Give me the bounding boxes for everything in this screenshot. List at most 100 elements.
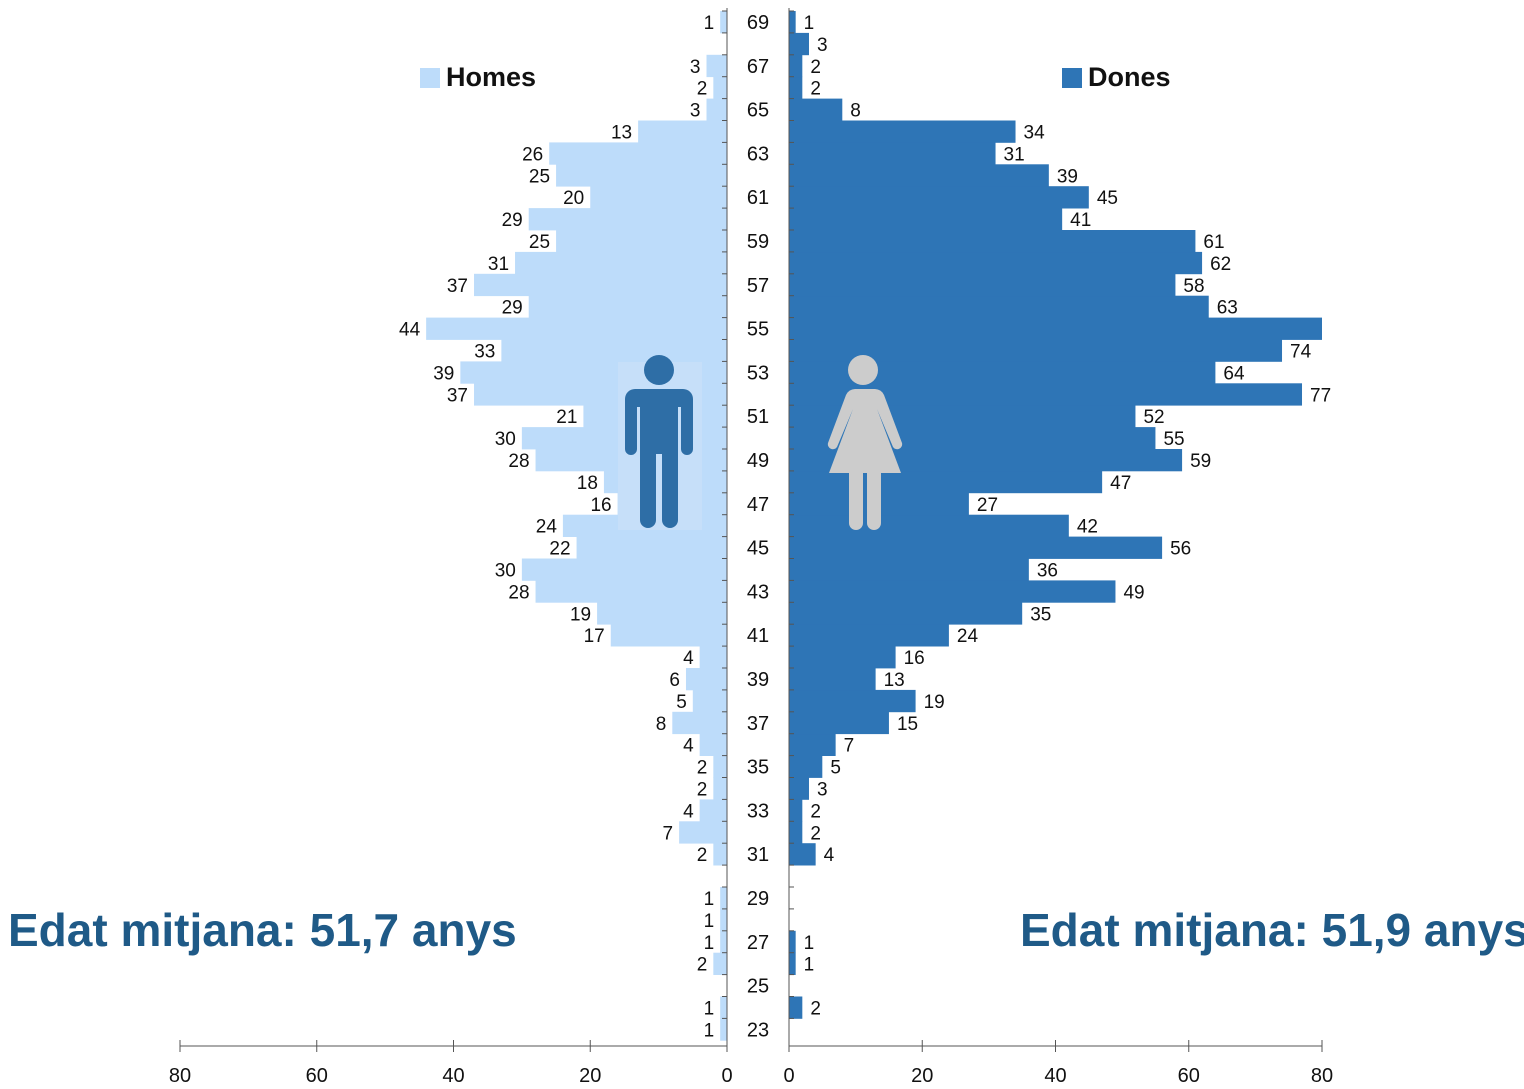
bar-dones (789, 799, 803, 822)
value-label-dones: 13 (884, 670, 905, 691)
bar-dones (789, 251, 1203, 275)
value-label-homes: 2 (697, 779, 708, 800)
bar-dones (789, 558, 1029, 581)
x-tick-label: 20 (911, 1065, 933, 1087)
value-label-homes: 5 (676, 692, 687, 713)
bar-dones (789, 317, 1322, 340)
bar-dones (789, 142, 996, 165)
bar-homes (528, 208, 727, 231)
age-tick-label: 29 (747, 888, 769, 910)
bar-homes (720, 908, 727, 932)
value-label-dones: 42 (1077, 517, 1098, 538)
bar-homes (576, 536, 727, 559)
bar-dones (789, 11, 796, 34)
x-tick-label: 0 (783, 1065, 794, 1087)
value-label-dones: 35 (1030, 604, 1051, 625)
value-label-homes: 17 (584, 626, 605, 647)
bar-homes (706, 54, 727, 78)
x-tick-label: 40 (1044, 1065, 1066, 1087)
women-bars (789, 11, 1322, 1019)
value-label-dones: 2 (810, 57, 821, 78)
mean-age-men: Edat mitjana: 51,7 anys (8, 904, 517, 956)
age-tick-label: 39 (747, 669, 769, 691)
age-tick-label: 61 (747, 187, 769, 209)
bar-homes (535, 449, 727, 472)
bar-homes (720, 1018, 727, 1041)
value-label-dones: 49 (1123, 582, 1144, 603)
x-tick-label: 60 (306, 1065, 328, 1087)
bar-dones (789, 208, 1063, 231)
bar-homes (426, 317, 727, 340)
value-label-homes: 22 (549, 539, 570, 560)
value-label-dones: 4 (824, 845, 835, 866)
bar-homes (685, 668, 727, 691)
value-label-homes: 2 (697, 758, 708, 779)
bar-homes (713, 755, 727, 778)
value-label-homes: 7 (663, 823, 674, 844)
bar-homes (720, 996, 727, 1019)
bar-homes (610, 624, 727, 647)
bar-homes (713, 76, 727, 99)
value-label-dones: 2 (810, 823, 821, 844)
bar-homes (720, 930, 727, 954)
value-label-homes: 2 (697, 845, 708, 866)
value-label-dones: 8 (850, 101, 861, 122)
value-label-homes: 44 (399, 320, 421, 341)
value-label-homes: 1 (704, 13, 715, 34)
value-label-dones: 1 (804, 955, 815, 976)
value-label-homes: 30 (495, 429, 516, 450)
age-tick-label: 45 (747, 538, 769, 560)
value-label-dones: 52 (1143, 407, 1164, 428)
bar-dones (789, 536, 1163, 559)
value-label-homes: 31 (488, 254, 509, 275)
age-tick-label: 47 (747, 494, 769, 516)
value-label-homes: 30 (495, 560, 516, 581)
value-label-homes: 2 (697, 955, 708, 976)
bar-homes (597, 602, 727, 625)
bar-dones (789, 733, 836, 756)
age-tick-label: 49 (747, 450, 769, 472)
value-label-dones: 3 (817, 35, 828, 56)
value-label-dones: 2 (810, 998, 821, 1019)
x-tick-label: 60 (1178, 1065, 1200, 1087)
bar-dones (789, 689, 916, 713)
value-label-homes: 8 (656, 714, 667, 735)
bar-dones (789, 164, 1049, 187)
value-label-dones: 62 (1210, 254, 1231, 275)
value-label-homes: 19 (570, 604, 591, 625)
man-figure-icon (618, 355, 702, 530)
value-label-dones: 2 (810, 801, 821, 822)
value-label-dones: 74 (1290, 341, 1312, 362)
value-label-homes: 21 (556, 407, 577, 428)
bar-dones (789, 646, 896, 669)
value-label-dones: 27 (977, 495, 998, 516)
value-label-homes: 3 (690, 101, 701, 122)
bar-homes (672, 711, 727, 735)
value-label-dones: 63 (1217, 298, 1238, 319)
age-tick-label: 65 (747, 100, 769, 122)
age-tick-label: 35 (747, 757, 769, 779)
value-label-homes: 3 (690, 57, 701, 78)
bar-homes (638, 120, 727, 143)
value-label-homes: 18 (577, 473, 598, 494)
bar-homes (556, 164, 727, 187)
figure-icons (618, 355, 903, 530)
x-tick-label: 80 (1311, 1065, 1333, 1087)
bar-homes (501, 339, 727, 362)
value-label-homes: 39 (433, 363, 454, 384)
men-value-labels: 1121112742248564171928302224161828302137… (399, 13, 714, 1041)
bar-homes (713, 843, 727, 866)
age-tick-label: 27 (747, 932, 769, 954)
bar-homes (535, 580, 727, 603)
age-tick-label: 23 (747, 1019, 769, 1041)
axes: 80 60 40 20 0 0 20 40 60 80 (169, 8, 1333, 1087)
value-label-dones: 59 (1190, 451, 1211, 472)
x-tick-label: 80 (169, 1065, 191, 1087)
bar-dones (789, 996, 803, 1019)
bar-dones (789, 755, 823, 778)
value-label-dones: 61 (1203, 232, 1224, 253)
bar-homes (699, 733, 727, 756)
age-tick-label: 31 (747, 844, 769, 866)
age-tick-label: 67 (747, 56, 769, 78)
